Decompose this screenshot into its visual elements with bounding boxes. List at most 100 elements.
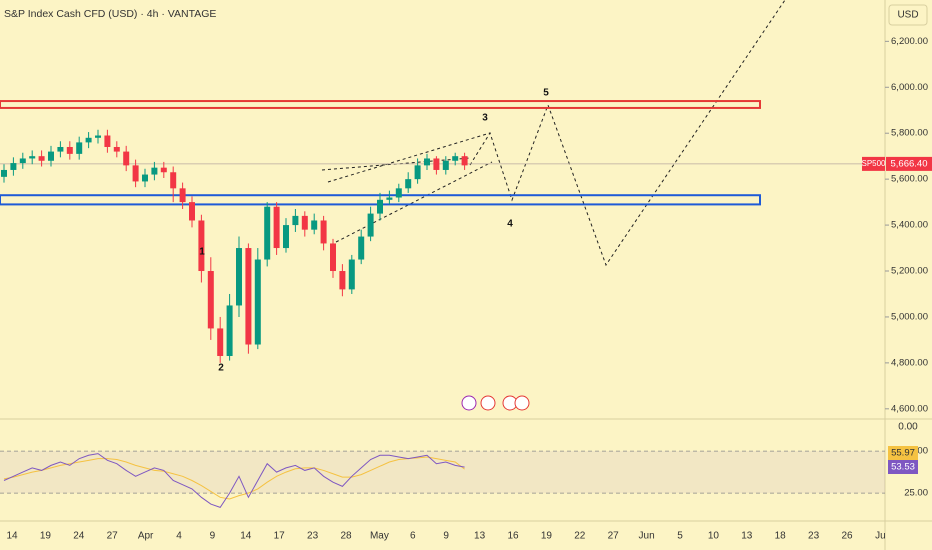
x-tick-label: Ju — [875, 531, 886, 542]
candle — [113, 141, 120, 158]
candle-body — [66, 146, 73, 154]
candle-body — [283, 225, 289, 249]
candle — [76, 136, 83, 160]
candle — [377, 192, 383, 221]
wave-label: 1 — [199, 247, 205, 258]
candle — [433, 156, 440, 175]
candle-body — [85, 137, 92, 143]
candle — [19, 152, 26, 169]
x-tick-label: May — [370, 531, 389, 542]
x-tick-label: 10 — [708, 531, 720, 542]
candle-body — [198, 220, 205, 272]
candle — [123, 145, 130, 172]
y-tick-label: 25.00 — [904, 488, 928, 499]
candle — [132, 159, 139, 188]
candle-body — [142, 174, 148, 182]
candle-body — [1, 169, 7, 177]
candle — [395, 183, 402, 203]
price-tag — [886, 156, 932, 171]
candle — [85, 132, 92, 149]
y-tick-label: 6,000.00 — [891, 82, 928, 93]
candle-body — [452, 156, 459, 161]
candle — [189, 196, 195, 228]
y-tick-label: 5,000.00 — [891, 311, 928, 322]
candle-body — [320, 220, 327, 244]
candle — [104, 129, 111, 153]
candle-body — [113, 146, 120, 152]
candle-body — [29, 156, 36, 159]
x-tick-label: 22 — [574, 531, 586, 542]
candle-body — [273, 206, 280, 249]
candle — [179, 182, 186, 209]
event-icons[interactable] — [461, 395, 530, 411]
candle-body — [189, 202, 195, 221]
candle-body — [76, 142, 83, 154]
candle-body — [424, 158, 430, 166]
y-tick-label: 5,600.00 — [891, 174, 928, 185]
candle — [66, 141, 73, 160]
candle-body — [236, 248, 242, 306]
candle-body — [433, 158, 440, 170]
candle-body — [339, 271, 346, 290]
x-tick-label: 14 — [240, 531, 252, 542]
candle — [236, 236, 242, 317]
candle-body — [395, 188, 402, 198]
candle — [339, 264, 346, 297]
candle — [311, 213, 318, 235]
x-tick-label: 24 — [73, 531, 85, 542]
candle — [264, 202, 271, 267]
currency: USD — [897, 10, 918, 21]
last-price-label: 5,666.40 — [891, 158, 928, 169]
chart-title: S&P Index Cash CFD (USD) · 4h · VANTAGE — [4, 8, 216, 20]
candle-body — [132, 165, 139, 182]
candle — [29, 150, 36, 165]
candle — [170, 166, 177, 203]
x-tick-label: Jun — [639, 531, 655, 542]
candle — [283, 218, 289, 253]
candle — [301, 211, 308, 237]
candle — [348, 254, 355, 294]
candle-body — [461, 156, 468, 166]
candle — [57, 141, 64, 158]
candle-body — [48, 151, 54, 161]
candle — [461, 152, 468, 170]
candle — [254, 248, 261, 350]
candle-body — [386, 197, 393, 200]
candle — [10, 157, 17, 176]
x-tick-label: 17 — [274, 531, 286, 542]
candle — [358, 229, 365, 265]
candle-body — [442, 160, 449, 170]
candle-body — [10, 163, 17, 170]
candle-body — [245, 248, 252, 345]
x-tick-label: 4 — [176, 531, 182, 542]
currency-box[interactable] — [888, 4, 928, 26]
x-tick-label: 18 — [775, 531, 787, 542]
candle-body — [170, 172, 177, 189]
x-tick-label: 9 — [210, 531, 216, 542]
candle — [217, 316, 224, 363]
candle — [245, 243, 252, 354]
candle-body — [207, 271, 214, 329]
x-tick-label: 23 — [307, 531, 319, 542]
y-tick-label: 4,800.00 — [891, 357, 928, 368]
wave-label: 4 — [507, 219, 513, 230]
value-tag — [888, 460, 918, 474]
candle-body — [226, 305, 233, 356]
candle-body — [38, 156, 45, 161]
candle-body — [104, 135, 111, 147]
candle — [292, 209, 299, 232]
x-tick-label: 5 — [677, 531, 683, 542]
candle — [386, 190, 393, 205]
candle-body — [292, 215, 299, 226]
candle — [95, 129, 101, 144]
x-tick-label: Apr — [138, 531, 154, 542]
candle — [160, 161, 167, 178]
candle — [424, 153, 430, 170]
candle-body — [311, 220, 318, 230]
candle — [330, 238, 336, 278]
y-tick-label: 5,800.00 — [891, 128, 928, 139]
y-tick-label: 4,600.00 — [891, 403, 928, 414]
candle-body — [151, 167, 158, 175]
indicator-band — [0, 451, 885, 494]
